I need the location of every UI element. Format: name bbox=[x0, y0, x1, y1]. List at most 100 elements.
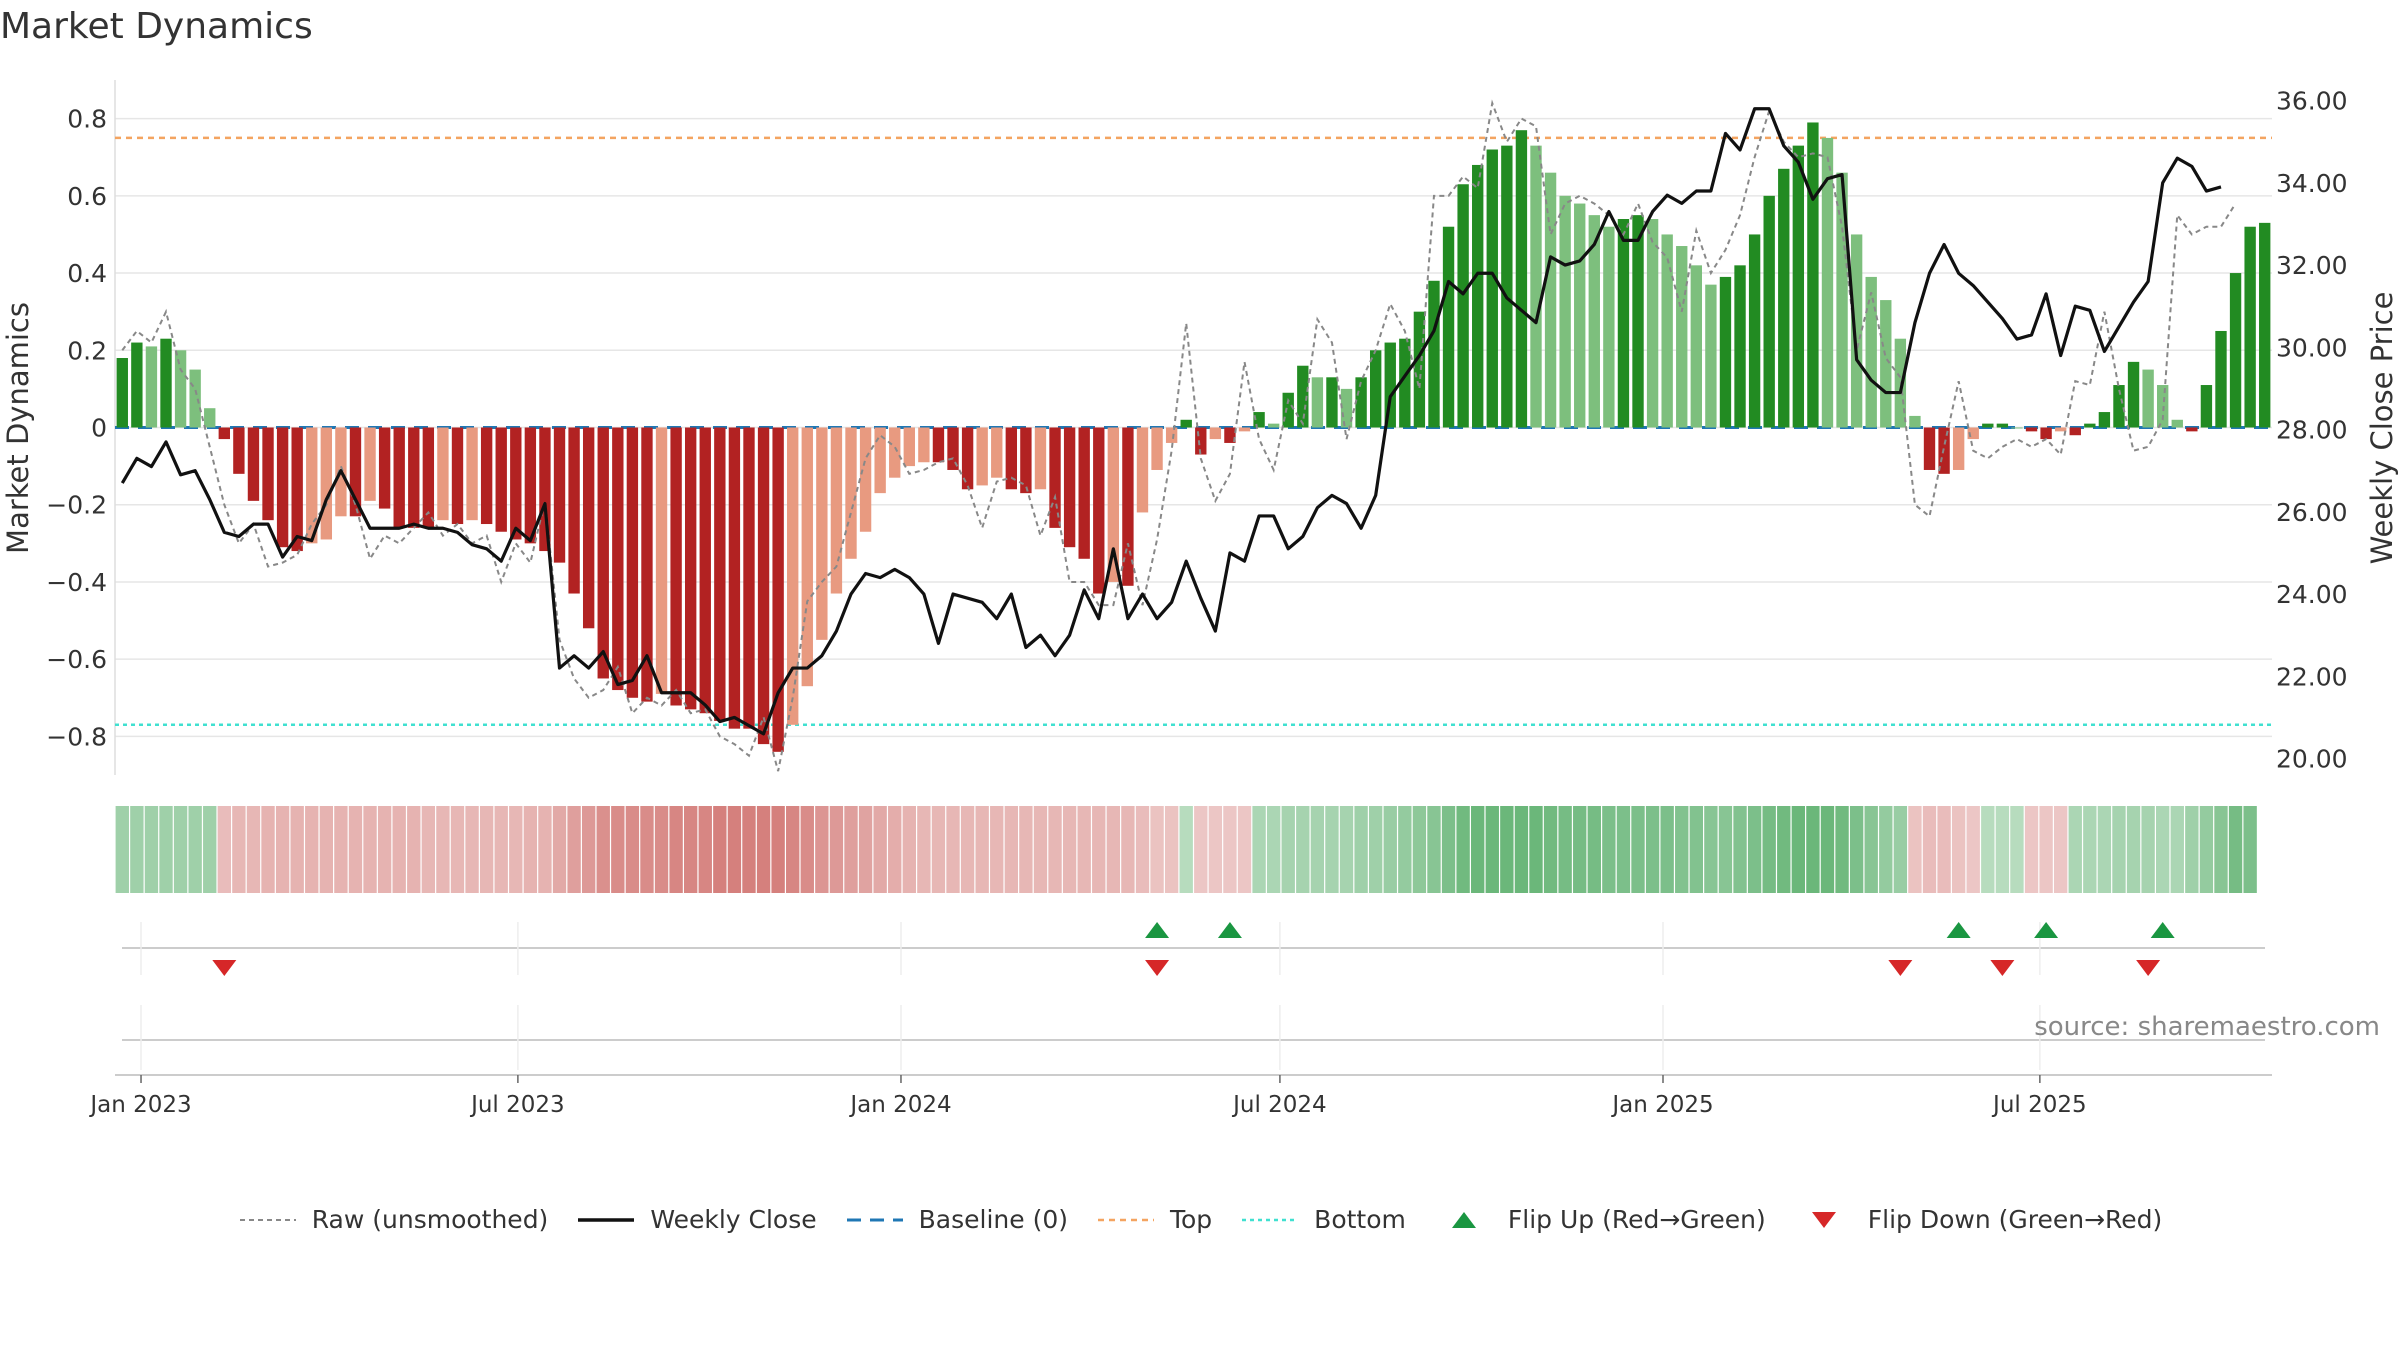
legend-item: Raw (unsmoothed) bbox=[238, 1205, 548, 1234]
regime-cell bbox=[1427, 806, 1441, 893]
regime-cell bbox=[1208, 806, 1223, 893]
regime-cell bbox=[1631, 806, 1645, 893]
regime-cell bbox=[1995, 806, 2010, 893]
bar bbox=[1690, 265, 1702, 428]
regime-cell bbox=[523, 806, 538, 893]
bar bbox=[204, 408, 216, 428]
flip-down-marker bbox=[1888, 960, 1913, 976]
regime-cell bbox=[1587, 806, 1601, 893]
y2-tick-label: 20.00 bbox=[2276, 745, 2348, 774]
bar bbox=[641, 427, 653, 702]
bar bbox=[1049, 427, 1061, 528]
regime-cell bbox=[611, 806, 625, 893]
bar bbox=[2025, 427, 2038, 432]
regime-cell bbox=[1849, 806, 1864, 893]
bar bbox=[772, 427, 784, 752]
regime-cell bbox=[2097, 806, 2112, 893]
bar bbox=[1020, 427, 1032, 494]
regime-cell bbox=[1806, 806, 1820, 893]
bar bbox=[1763, 195, 1775, 428]
bar bbox=[1311, 377, 1324, 428]
bar bbox=[1224, 427, 1236, 443]
regime-cell bbox=[465, 806, 479, 893]
regime-cell bbox=[377, 806, 392, 893]
bar bbox=[1472, 164, 1484, 428]
regime-cell bbox=[1033, 806, 1048, 893]
flip-up-marker bbox=[2150, 922, 2175, 938]
bar bbox=[1107, 427, 1120, 582]
regime-cell bbox=[829, 806, 844, 893]
regime-cell bbox=[232, 806, 246, 893]
bar bbox=[393, 427, 405, 528]
legend-swatch bbox=[1097, 1218, 1154, 1221]
regime-cell bbox=[115, 806, 129, 893]
regime-cell bbox=[1908, 806, 1922, 893]
regime-cell bbox=[1616, 806, 1631, 893]
bar bbox=[553, 427, 566, 563]
legend-item: Flip Down (Green→Red) bbox=[1794, 1205, 2162, 1234]
regime-cell bbox=[815, 806, 829, 893]
regime-cell bbox=[1514, 806, 1529, 893]
regime-cell bbox=[1922, 806, 1937, 893]
bar bbox=[2244, 226, 2256, 428]
flip-down-marker bbox=[1990, 960, 2015, 976]
regime-cell bbox=[2156, 806, 2170, 893]
regime-cell bbox=[2126, 806, 2141, 893]
bar bbox=[510, 427, 522, 540]
raw-line bbox=[121, 99, 2237, 772]
regime-cell bbox=[2010, 806, 2024, 893]
y-tick-label: 0.6 bbox=[67, 182, 107, 211]
bar bbox=[1588, 215, 1600, 428]
bar bbox=[1399, 338, 1411, 428]
bar bbox=[1574, 203, 1586, 428]
bar bbox=[1996, 423, 2009, 428]
bar bbox=[1967, 427, 1979, 440]
bar bbox=[1267, 423, 1280, 428]
bar bbox=[276, 427, 289, 548]
bar bbox=[1559, 195, 1571, 428]
bar bbox=[1982, 423, 1994, 428]
bar bbox=[306, 427, 318, 544]
regime-cell bbox=[479, 806, 494, 893]
bar bbox=[320, 427, 333, 540]
y-tick-label: 0.4 bbox=[67, 259, 107, 288]
bar bbox=[961, 427, 974, 490]
bar bbox=[1792, 145, 1805, 428]
bar bbox=[2054, 427, 2067, 432]
bar bbox=[1005, 427, 1018, 490]
regime-cell bbox=[319, 806, 334, 893]
regime-cell bbox=[1500, 806, 1514, 893]
x-tick-label: Jul 2025 bbox=[1991, 1092, 2087, 1118]
regime-cell bbox=[873, 806, 887, 893]
chart-legend: Raw (unsmoothed) Weekly Close Baseline (0)… bbox=[0, 1205, 2400, 1234]
regime-cell bbox=[2083, 806, 2097, 893]
regime-cell bbox=[261, 806, 275, 893]
regime-cell bbox=[800, 806, 814, 893]
regime-cell bbox=[1791, 806, 1806, 893]
regime-cell bbox=[2185, 806, 2199, 893]
regime-cell bbox=[1733, 806, 1747, 893]
bar bbox=[874, 427, 886, 494]
regime-cell bbox=[844, 806, 858, 893]
bar bbox=[1515, 130, 1528, 428]
bar bbox=[568, 427, 580, 594]
bar bbox=[1544, 172, 1557, 428]
legend-swatch bbox=[1451, 1211, 1476, 1228]
regime-cell bbox=[1383, 806, 1397, 893]
bar bbox=[451, 427, 464, 525]
bar bbox=[1034, 427, 1047, 490]
bar bbox=[1282, 392, 1294, 428]
regime-cell bbox=[392, 806, 406, 893]
regime-cell bbox=[917, 806, 931, 893]
y2-axis-label: Weekly Close Price bbox=[2365, 292, 2399, 565]
regime-cell bbox=[1325, 806, 1339, 893]
bar bbox=[116, 358, 128, 428]
bar bbox=[1063, 427, 1076, 548]
regime-cell bbox=[1252, 806, 1266, 893]
regime-cell bbox=[1966, 806, 1980, 893]
regime-cell bbox=[1019, 806, 1033, 893]
x-tick-label: Jul 2023 bbox=[469, 1092, 565, 1118]
regime-cell bbox=[1179, 806, 1193, 893]
legend-swatch bbox=[239, 1218, 296, 1221]
regime-cell bbox=[713, 806, 727, 893]
